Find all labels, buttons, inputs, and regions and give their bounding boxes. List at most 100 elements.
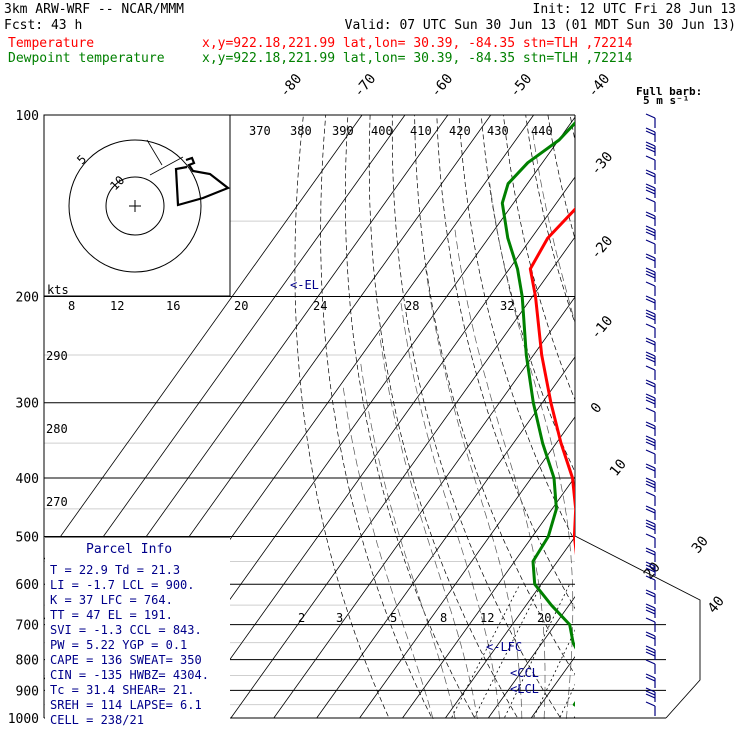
barb-legend-value: 5 m s⁻¹	[643, 94, 689, 107]
wind-barb-flag	[645, 617, 656, 623]
wind-barb-flag	[645, 466, 656, 472]
parcel-info-line: TT = 47 EL = 191.	[50, 608, 173, 622]
mixing-ratio-label: 20	[537, 611, 551, 625]
wind-barb-flag	[645, 379, 656, 385]
parcel-info-line: CAPE = 136 SWEAT= 350	[50, 653, 202, 667]
dry-adiabat-label: 440	[531, 124, 553, 138]
dry-adiabat	[615, 115, 740, 731]
wind-barb-flag	[645, 687, 656, 693]
wind-barb-flag	[645, 561, 656, 567]
dry-adiabat	[703, 115, 740, 731]
mixing-ratio-line	[473, 584, 542, 719]
wind-barb	[645, 295, 656, 310]
mixing-ratio-line	[532, 629, 575, 719]
wind-barb-flag	[645, 592, 656, 598]
wind-barb-flag	[645, 155, 656, 161]
hodograph-units: kts	[47, 283, 69, 297]
isotherm-label: -70	[351, 71, 380, 101]
wind-barb	[645, 421, 656, 436]
wind-barb-flag	[645, 480, 656, 486]
sounding-profiles	[500, 120, 575, 707]
wind-barb-flag	[645, 323, 656, 329]
wind-barb-flag	[645, 606, 656, 612]
wind-barb	[645, 645, 656, 660]
parcel-panel-bg	[45, 537, 230, 719]
wind-barb-flag	[645, 603, 656, 609]
mixing-ratio-label: 20	[234, 299, 248, 313]
wind-barb-flag	[645, 113, 656, 119]
parcel-info-line: PW = 5.22 YGP = 0.1	[50, 638, 187, 652]
wind-barb-flag	[645, 309, 656, 315]
wind-barb-flag	[645, 701, 656, 707]
wind-barb-flag	[645, 225, 656, 231]
isotherm	[230, 236, 575, 719]
temperature-location: x,y=922.18,221.99 lat,lon= 30.39, -84.35…	[202, 36, 633, 51]
dry-adiabat	[503, 115, 575, 401]
wind-barb-flag	[645, 449, 656, 455]
wind-barb-flag	[645, 550, 656, 556]
wind-barb	[645, 183, 656, 198]
wind-barb	[645, 225, 656, 240]
dry-adiabat	[458, 115, 575, 543]
wind-barb-flag	[645, 382, 656, 388]
dry-adiabat	[414, 115, 575, 676]
wind-barb-flag	[645, 690, 656, 696]
dry-adiabat	[294, 115, 390, 719]
isotherm-label: -20	[588, 233, 617, 263]
isotherm-label: 30	[689, 533, 712, 556]
wind-barb-flag	[645, 575, 656, 581]
wind-barb-flag	[645, 253, 656, 259]
wind-barb-flag	[645, 256, 656, 262]
wind-barb-flag	[645, 189, 656, 195]
isotherm-label: -60	[428, 71, 457, 101]
wind-barb-flag	[645, 483, 656, 489]
moist-adiabat	[359, 360, 456, 719]
wind-barb-flag	[645, 399, 656, 405]
wind-barb	[645, 575, 656, 590]
right-frame	[574, 380, 701, 719]
moist-adiabat	[593, 115, 649, 731]
wind-barb	[645, 309, 656, 324]
wind-barb	[645, 659, 656, 674]
wind-barb-flag	[645, 659, 656, 665]
model-title: 3km ARW-WRF -- NCAR/MMM	[4, 2, 184, 17]
forecast-hour: Fcst: 43 h	[4, 18, 82, 33]
dry-adiabat	[480, 115, 575, 473]
wind-barb	[645, 141, 656, 156]
wind-barb-flag	[645, 645, 656, 651]
wind-barb	[645, 589, 656, 604]
wind-barb	[645, 561, 656, 576]
wind-barbs	[645, 113, 656, 716]
dry-adiabat-label: 270	[46, 495, 68, 509]
mixing-ratio-label: 8	[68, 299, 75, 313]
dry-adiabat	[436, 115, 575, 610]
hodograph-trace	[146, 139, 163, 166]
wind-barb	[645, 197, 656, 212]
wind-barb	[645, 365, 656, 380]
moist-adiabat	[489, 183, 574, 719]
wind-barb-flag	[645, 267, 656, 273]
dry-adiabat	[681, 115, 740, 731]
wind-barb-flag	[645, 519, 656, 525]
isotherm	[44, 115, 363, 561]
mixing-ratio-label: 16	[166, 299, 180, 313]
wind-barb-flag	[645, 228, 656, 234]
wind-barb	[645, 449, 656, 464]
mixing-ratio-label: 5	[390, 611, 397, 625]
wind-barb	[645, 617, 656, 632]
dry-adiabat-label: 430	[487, 124, 509, 138]
wind-barb-flag	[645, 589, 656, 595]
wind-barb-flag	[645, 491, 656, 497]
wind-barb-flag	[645, 421, 656, 427]
wind-barb-flag	[645, 365, 656, 371]
wind-barb	[645, 169, 656, 184]
wind-barb-flag	[645, 231, 656, 237]
wind-barb-flag	[645, 295, 656, 301]
wind-barb	[645, 491, 656, 506]
isotherm	[703, 115, 740, 718]
level-marker: <CCL	[510, 666, 539, 680]
wind-barb	[645, 239, 656, 254]
wind-barb	[645, 393, 656, 408]
moist-adiabat	[379, 333, 478, 719]
